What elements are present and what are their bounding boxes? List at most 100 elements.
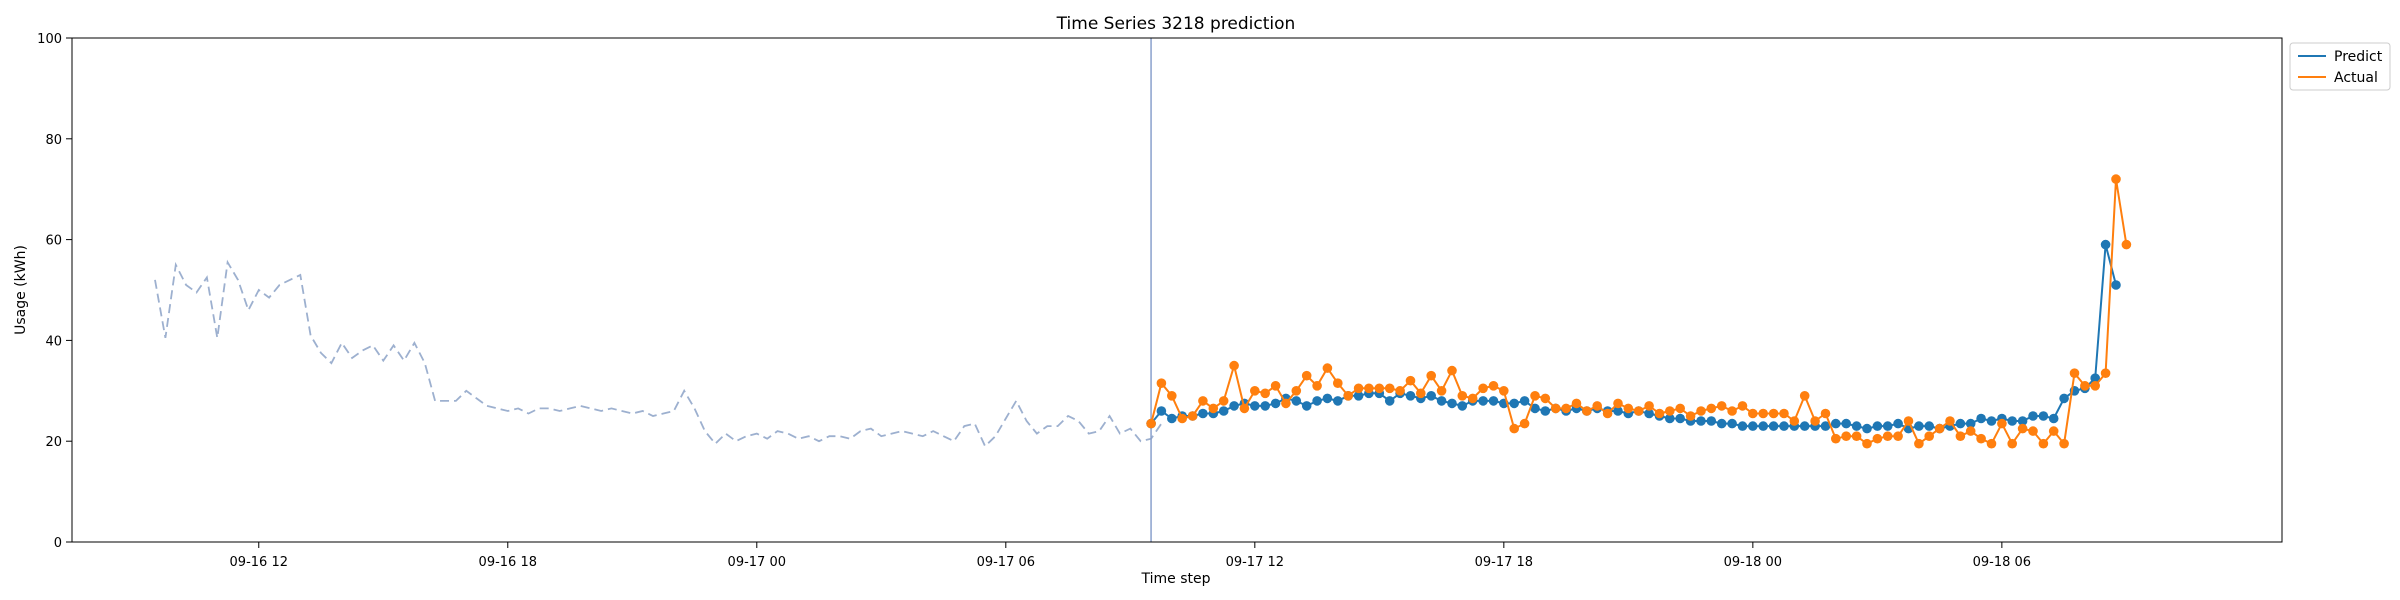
- y-axis-label: Usage (kWh): [13, 245, 29, 335]
- point-predict: [1675, 413, 1685, 424]
- point-actual: [1229, 360, 1239, 371]
- point-actual: [1343, 391, 1353, 401]
- point-actual: [1914, 438, 1924, 449]
- legend: Predict Actual: [2289, 42, 2391, 91]
- point-actual: [1644, 401, 1654, 411]
- point-predict: [1758, 421, 1768, 431]
- point-actual: [1872, 433, 1883, 444]
- history-line: [154, 259, 1163, 448]
- point-predict: [1322, 393, 1333, 404]
- point-predict: [2090, 373, 2100, 384]
- x-axis: 09-16 12 09-16 18 09-17 00 09-17 06 09-17 12…: [230, 542, 2031, 570]
- point-predict: [1405, 391, 1416, 401]
- point-predict: [1924, 421, 1934, 431]
- point-predict: [1301, 401, 1312, 411]
- point-actual: [1727, 406, 1737, 416]
- point-actual: [1602, 408, 1613, 419]
- point-predict: [1509, 398, 1519, 409]
- series-line-predict: [1150, 244, 2117, 430]
- point-actual: [1789, 416, 1800, 426]
- series-actual: [1146, 174, 2132, 449]
- point-predict: [2028, 411, 2038, 421]
- point-actual: [1768, 408, 1779, 419]
- y-axis: 0 20 40 60 80 100: [37, 32, 72, 551]
- point-actual: [1976, 433, 1986, 444]
- point-predict: [1540, 406, 1551, 416]
- point-actual: [1882, 431, 1893, 442]
- point-actual: [1737, 401, 1748, 411]
- point-actual: [1665, 406, 1675, 416]
- point-actual: [1779, 408, 1789, 419]
- point-actual: [1540, 393, 1551, 404]
- x-tick-label: 09-17 12: [1226, 555, 1284, 570]
- plot-frame: [71, 37, 2283, 543]
- point-actual: [2069, 368, 2080, 379]
- point-predict: [1748, 421, 1758, 431]
- chart-title: Time Series 3218 prediction: [1056, 14, 1296, 34]
- point-actual: [1685, 411, 1696, 421]
- y-tick-label: 0: [54, 536, 62, 551]
- point-predict: [1737, 421, 1748, 431]
- point-predict: [1333, 396, 1343, 406]
- point-actual: [1945, 416, 1955, 426]
- point-predict: [1519, 396, 1530, 406]
- point-actual: [2059, 438, 2069, 449]
- point-predict: [1976, 413, 1986, 424]
- point-predict: [1436, 396, 1447, 406]
- point-actual: [1893, 431, 1903, 442]
- point-predict: [1820, 421, 1831, 431]
- point-actual: [1478, 383, 1488, 394]
- point-predict: [1914, 421, 1924, 431]
- legend-label-predict: Predict: [2334, 49, 2383, 65]
- point-actual: [1696, 406, 1706, 416]
- point-actual: [1322, 363, 1333, 373]
- point-actual: [2111, 174, 2121, 184]
- point-actual: [1281, 398, 1291, 409]
- point-actual: [1374, 383, 1385, 394]
- x-tick-label: 09-17 00: [728, 555, 786, 570]
- point-predict: [1831, 418, 1841, 429]
- point-actual: [1706, 403, 1717, 414]
- point-actual: [1903, 416, 1914, 426]
- point-predict: [2100, 239, 2111, 250]
- point-predict: [1965, 418, 1976, 429]
- point-predict: [1893, 418, 1903, 429]
- y-tick-label: 60: [45, 234, 62, 249]
- point-actual: [2028, 426, 2038, 436]
- point-actual: [1250, 386, 1260, 396]
- point-predict: [1644, 408, 1654, 419]
- point-actual: [1167, 391, 1177, 401]
- point-predict: [1665, 413, 1675, 424]
- series-predict: [1146, 239, 2121, 434]
- y-tick-label: 100: [37, 32, 62, 47]
- point-actual: [1146, 418, 1156, 429]
- point-predict: [1716, 418, 1727, 429]
- point-actual: [1851, 431, 1862, 442]
- point-actual: [1592, 401, 1602, 411]
- point-predict: [1353, 391, 1364, 401]
- point-actual: [1333, 378, 1343, 389]
- point-actual: [1997, 418, 2007, 429]
- point-actual: [2090, 381, 2100, 391]
- point-predict: [1218, 406, 1229, 416]
- point-actual: [1426, 370, 1436, 381]
- point-predict: [2059, 393, 2069, 404]
- point-predict: [1862, 423, 1872, 434]
- point-actual: [2100, 368, 2111, 379]
- point-actual: [1187, 411, 1198, 421]
- point-predict: [2111, 280, 2121, 290]
- x-tick-label: 09-16 18: [479, 555, 537, 570]
- point-predict: [1872, 421, 1883, 431]
- x-tick-label: 09-16 12: [230, 555, 288, 570]
- point-actual: [1986, 438, 1997, 449]
- point-predict: [1706, 416, 1717, 426]
- point-actual: [1312, 381, 1322, 391]
- point-actual: [1613, 398, 1623, 409]
- point-actual: [1405, 375, 1416, 386]
- point-predict: [1768, 421, 1779, 431]
- point-predict: [1841, 418, 1851, 429]
- point-predict: [2038, 411, 2049, 421]
- history-layer: [154, 259, 1163, 448]
- point-actual: [1208, 403, 1219, 414]
- point-predict: [1779, 421, 1789, 431]
